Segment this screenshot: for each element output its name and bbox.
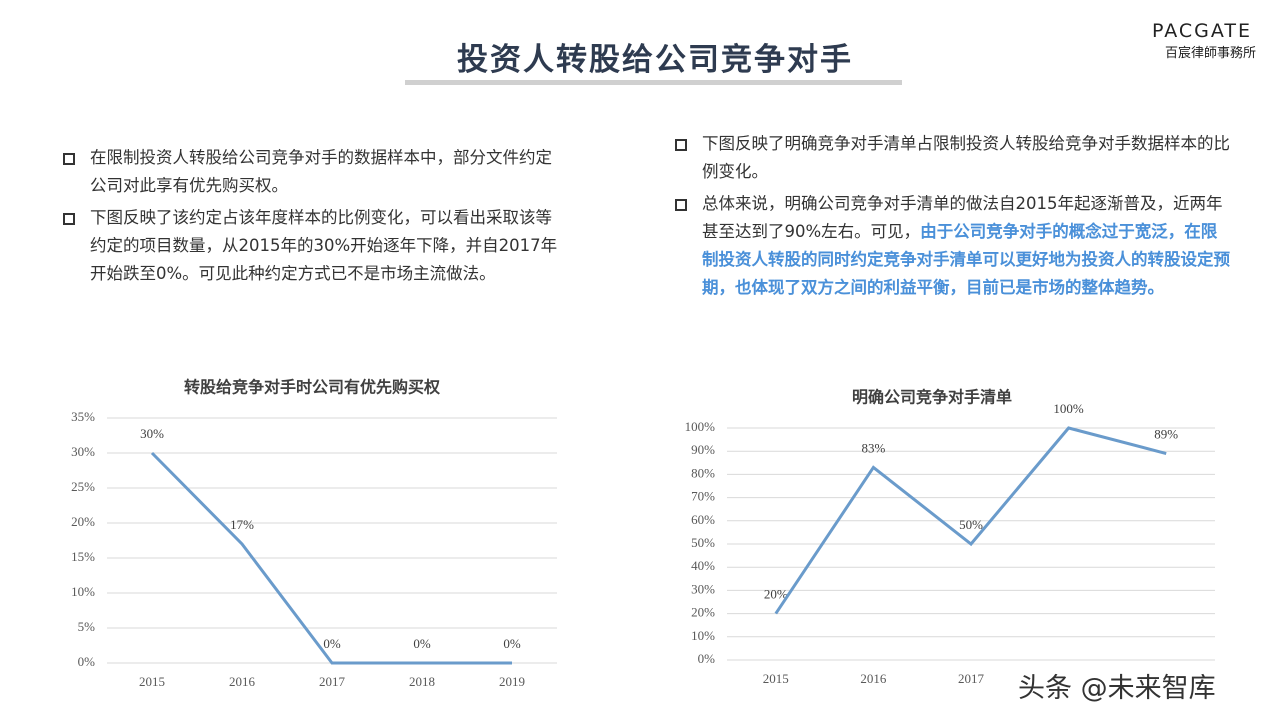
chart-title: 转股给竞争对手时公司有优先购买权 xyxy=(184,378,441,397)
slide-title: 投资人转股给公司竞争对手 xyxy=(457,42,853,78)
y-tick-label: 5% xyxy=(78,619,96,634)
x-tick-label: 2017 xyxy=(319,674,346,689)
bullet-text: 下图反映了明确竞争对手清单占限制投资人转股给竞争对手数据样本的比例变化。 xyxy=(702,134,1230,181)
logo-subtitle: 百宸律師事務所 xyxy=(1164,46,1256,61)
data-label: 89% xyxy=(1154,427,1178,442)
y-tick-label: 100% xyxy=(685,419,716,434)
y-tick-label: 70% xyxy=(691,489,715,504)
data-label: 0% xyxy=(503,636,521,651)
bullet: 下图反映了该约定占该年度样本的比例变化，可以看出采取该等约定的项目数量，从201… xyxy=(60,204,565,288)
data-label: 20% xyxy=(764,587,788,602)
data-label: 50% xyxy=(959,517,983,532)
data-label: 30% xyxy=(140,426,164,441)
y-tick-label: 20% xyxy=(71,514,95,529)
x-tick-label: 2015 xyxy=(139,674,165,689)
x-tick-label: 2016 xyxy=(229,674,256,689)
bullet-text: 总体来说，明确公司竞争对手清单的做法自2015年起逐渐普及，近两年甚至达到了90… xyxy=(702,194,1223,241)
bullet: 在限制投资人转股给公司竞争对手的数据样本中，部分文件约定公司对此享有优先购买权。 xyxy=(60,144,565,200)
y-tick-label: 30% xyxy=(71,444,95,459)
y-tick-label: 0% xyxy=(78,654,96,669)
watermark: 头条 @未来智库 xyxy=(1018,673,1216,704)
x-tick-label: 2019 xyxy=(499,674,525,689)
bullet: 总体来说，明确公司竞争对手清单的做法自2015年起逐渐普及，近两年甚至达到了90… xyxy=(672,190,1232,302)
data-label: 0% xyxy=(323,636,341,651)
title-underline xyxy=(405,80,902,85)
y-tick-label: 20% xyxy=(691,605,715,620)
y-tick-label: 35% xyxy=(71,409,95,424)
y-tick-label: 80% xyxy=(691,465,715,480)
y-tick-label: 15% xyxy=(71,549,95,564)
x-tick-label: 2016 xyxy=(860,671,887,686)
y-tick-label: 10% xyxy=(691,628,715,643)
data-label: 83% xyxy=(861,440,885,455)
bullet: 下图反映了明确竞争对手清单占限制投资人转股给竞争对手数据样本的比例变化。 xyxy=(672,130,1232,186)
y-tick-label: 90% xyxy=(691,442,715,457)
data-label: 100% xyxy=(1053,401,1084,416)
y-tick-label: 25% xyxy=(71,479,95,494)
y-tick-label: 60% xyxy=(691,512,715,527)
y-tick-label: 30% xyxy=(691,581,715,596)
left-bullets: 在限制投资人转股给公司竞争对手的数据样本中，部分文件约定公司对此享有优先购买权。… xyxy=(60,144,565,292)
line-series xyxy=(774,426,1167,615)
data-label: 17% xyxy=(230,517,254,532)
y-tick-label: 10% xyxy=(71,584,95,599)
x-tick-label: 2015 xyxy=(763,671,789,686)
y-tick-label: 0% xyxy=(698,651,716,666)
logo: PACGATE xyxy=(1151,20,1252,42)
data-label: 0% xyxy=(413,636,431,651)
bullet-emphasis: 由于公司竞争对手的概念过于宽泛，在限制投资人转股的同时约定竞争对手清单可以更好地… xyxy=(702,222,1230,297)
line-series xyxy=(150,451,512,665)
x-tick-label: 2018 xyxy=(409,674,435,689)
x-tick-label: 2017 xyxy=(958,671,985,686)
right-bullets: 下图反映了明确竞争对手清单占限制投资人转股给竞争对手数据样本的比例变化。 总体来… xyxy=(672,130,1232,306)
y-tick-label: 40% xyxy=(691,558,715,573)
y-tick-label: 50% xyxy=(691,535,715,550)
chart-title: 明确公司竞争对手清单 xyxy=(852,388,1012,407)
